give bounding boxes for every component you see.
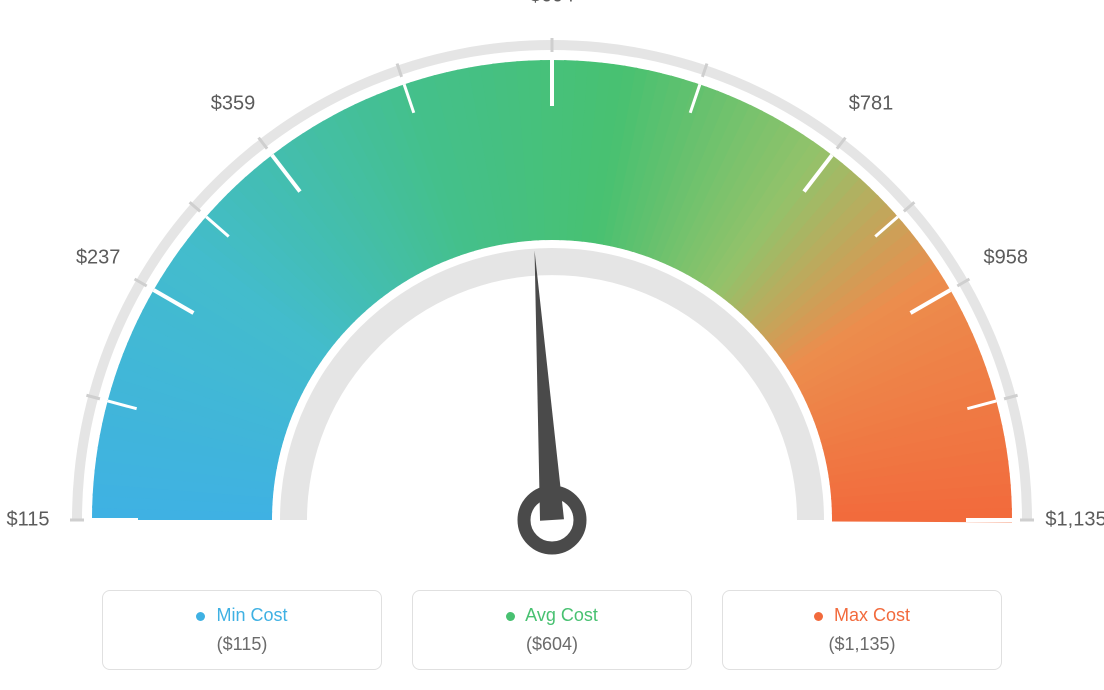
- tick-label: $359: [211, 93, 256, 116]
- tick-label: $1,135: [1045, 509, 1104, 532]
- legend-max-cost: Max Cost ($1,135): [722, 590, 1002, 670]
- gauge-svg: [0, 0, 1104, 570]
- legend-max-label: Max Cost: [743, 605, 981, 626]
- gauge-area: $115 $237 $359 $604 $781 $958 $1,135: [0, 0, 1104, 570]
- legend-dot-max: [814, 612, 823, 621]
- legend-avg-cost: Avg Cost ($604): [412, 590, 692, 670]
- tick-label: $237: [76, 247, 121, 270]
- legend-avg-label: Avg Cost: [433, 605, 671, 626]
- legend-min-text: Min Cost: [217, 605, 288, 625]
- gauge-chart-container: $115 $237 $359 $604 $781 $958 $1,135 Min Cost …: [0, 0, 1104, 690]
- tick-label: $604: [530, 0, 575, 8]
- legend-max-value: ($1,135): [743, 634, 981, 655]
- legend-min-cost: Min Cost ($115): [102, 590, 382, 670]
- tick-label: $958: [984, 247, 1029, 270]
- legend-dot-avg: [506, 612, 515, 621]
- tick-label: $115: [6, 509, 49, 532]
- tick-label: $781: [849, 93, 894, 116]
- legend-min-label: Min Cost: [123, 605, 361, 626]
- legend-avg-text: Avg Cost: [525, 605, 598, 625]
- legend-min-value: ($115): [123, 634, 361, 655]
- legend-avg-value: ($604): [433, 634, 671, 655]
- legend-row: Min Cost ($115) Avg Cost ($604) Max Cost…: [0, 590, 1104, 670]
- legend-dot-min: [196, 612, 205, 621]
- legend-max-text: Max Cost: [834, 605, 910, 625]
